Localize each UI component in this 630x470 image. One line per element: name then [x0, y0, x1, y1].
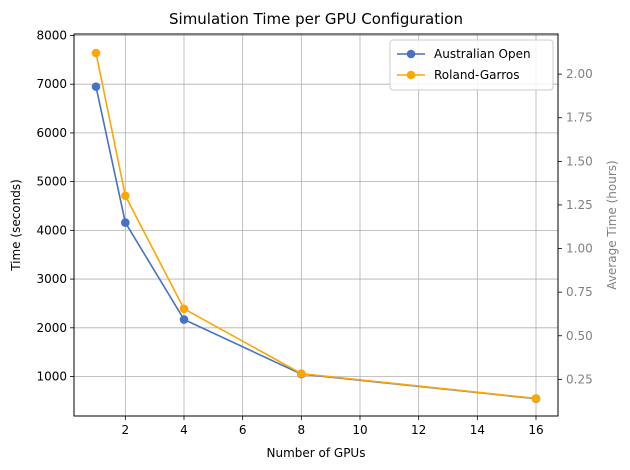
y-tick-label: 2000	[36, 321, 67, 335]
x-tick-label: 8	[298, 423, 306, 437]
x-tick-label: 2	[122, 423, 130, 437]
y-tick-label: 5000	[36, 175, 67, 189]
y-axis-right: 0.25 0.50 0.75 1.00 1.25 1.50 1.75 2.00	[558, 67, 593, 386]
y-right-tick-label: 0.25	[566, 372, 593, 386]
data-point	[91, 48, 101, 58]
data-point	[297, 369, 306, 378]
grid	[74, 34, 558, 416]
plot-frame	[73, 33, 559, 417]
series-line-0	[95, 86, 537, 400]
y-tick-label: 8000	[36, 28, 67, 42]
x-tick-label: 12	[411, 423, 426, 437]
chart-title: Simulation Time per GPU Configuration	[169, 10, 463, 28]
data-point	[121, 191, 130, 201]
y-tick-label: 4000	[36, 223, 67, 237]
y-tick-label: 3000	[36, 272, 67, 286]
y-right-tick-label: 0.50	[566, 329, 593, 343]
y-right-tick-label: 1.50	[566, 154, 593, 168]
legend: Australian Open Roland-Garros	[389, 39, 554, 91]
y-right-tick-label: 1.00	[566, 242, 593, 256]
x-tick-label: 10	[352, 423, 367, 437]
data-point	[531, 394, 541, 403]
x-axis: 2 4 6 8 10 12 14 16	[122, 416, 544, 437]
legend-marker	[406, 70, 416, 80]
y-axis: 1000 2000 3000 4000 5000 6000 7000 8000	[36, 28, 74, 384]
legend-box	[389, 39, 554, 91]
legend-label: Australian Open	[434, 47, 531, 61]
y-tick-label: 1000	[36, 370, 67, 384]
x-tick-label: 6	[239, 423, 247, 437]
data-point	[179, 315, 189, 324]
legend-marker	[406, 49, 416, 59]
series-line-1	[95, 52, 537, 400]
y-right-tick-label: 1.25	[566, 198, 593, 212]
x-tick-label: 14	[470, 423, 485, 437]
y-right-tick-label: 0.75	[566, 285, 593, 299]
data-point	[121, 218, 130, 227]
legend-label: Roland-Garros	[434, 68, 519, 82]
data-point	[179, 304, 189, 314]
x-tick-label: 4	[180, 423, 188, 437]
x-axis-label: Number of GPUs	[267, 446, 366, 460]
x-tick-label: 16	[528, 423, 543, 437]
data-point	[91, 82, 101, 91]
y-axis-label: Time (seconds)	[9, 179, 23, 272]
y-right-tick-label: 1.75	[566, 111, 593, 125]
y-axis-label-right: Average Time (hours)	[605, 160, 619, 289]
y-tick-label: 6000	[36, 126, 67, 140]
y-tick-label: 7000	[36, 77, 67, 91]
series-layer	[91, 48, 541, 404]
y-right-tick-label: 2.00	[566, 67, 593, 81]
